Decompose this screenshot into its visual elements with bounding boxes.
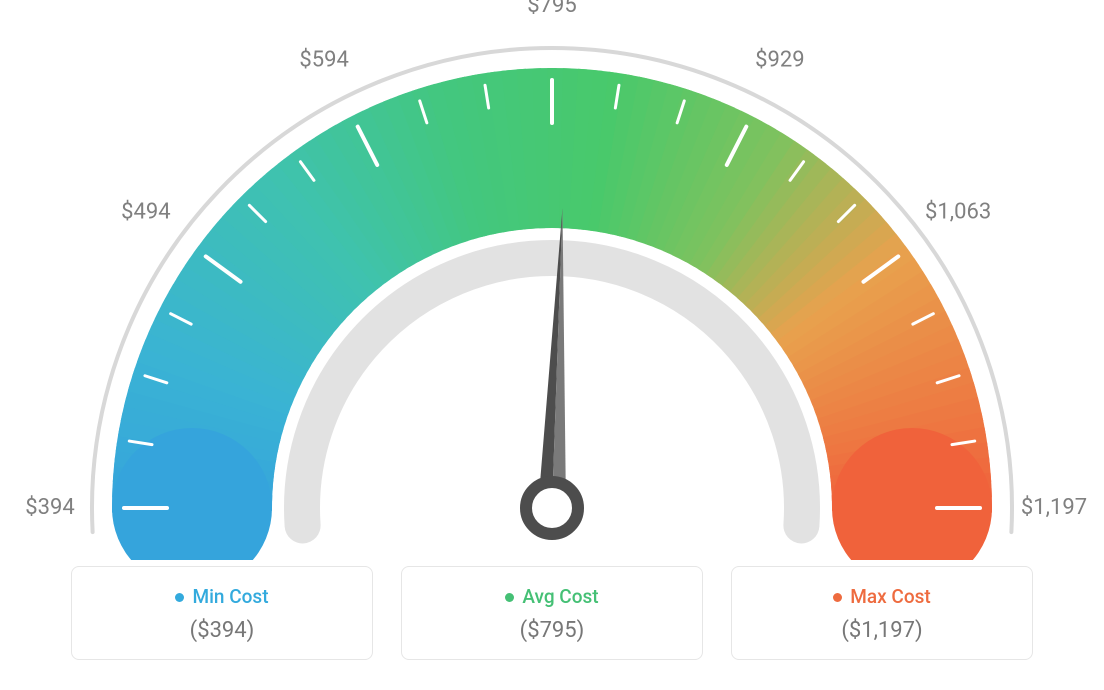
tick-label: $594 xyxy=(299,48,348,73)
max-dot-icon xyxy=(833,593,842,602)
tick-label: $494 xyxy=(121,200,170,225)
avg-cost-label: Avg Cost xyxy=(402,585,702,608)
avg-cost-label-text: Avg Cost xyxy=(522,585,598,608)
tick-label: $1,197 xyxy=(1021,495,1087,520)
min-cost-label: Min Cost xyxy=(72,585,372,608)
min-cost-label-text: Min Cost xyxy=(192,585,268,608)
min-dot-icon xyxy=(175,593,184,602)
max-cost-value: ($1,197) xyxy=(732,618,1032,643)
avg-cost-value: ($795) xyxy=(402,618,702,643)
avg-cost-card: Avg Cost ($795) xyxy=(401,566,703,660)
max-cost-label: Max Cost xyxy=(732,585,1032,608)
tick-label: $929 xyxy=(755,48,804,73)
needle-pivot xyxy=(526,482,578,534)
legend-row: Min Cost ($394) Avg Cost ($795) Max Cost… xyxy=(0,566,1104,660)
gauge-svg: $394 $494 $594 $795 $929 $1,063 $1,197 xyxy=(0,0,1104,560)
min-cost-value: ($394) xyxy=(72,618,372,643)
tick-label: $795 xyxy=(527,0,576,18)
tick-label: $1,063 xyxy=(925,200,991,225)
gauge-chart-container: $394 $494 $594 $795 $929 $1,063 $1,197 Min Cos… xyxy=(0,0,1104,690)
tick-label: $394 xyxy=(25,495,74,520)
max-cost-label-text: Max Cost xyxy=(850,585,930,608)
avg-dot-icon xyxy=(505,593,514,602)
min-cost-card: Min Cost ($394) xyxy=(71,566,373,660)
gauge-holder: $394 $494 $594 $795 $929 $1,063 $1,197 xyxy=(0,0,1104,560)
max-cost-card: Max Cost ($1,197) xyxy=(731,566,1033,660)
